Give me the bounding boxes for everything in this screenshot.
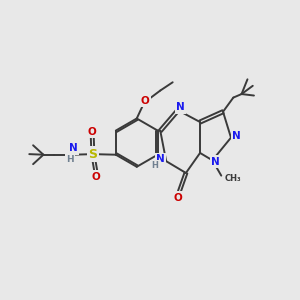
Text: O: O [92, 172, 100, 182]
Text: N: N [69, 143, 78, 153]
Text: S: S [88, 148, 98, 160]
Text: O: O [141, 96, 149, 106]
Text: N: N [176, 102, 185, 112]
Text: O: O [88, 127, 97, 137]
Text: O: O [173, 193, 182, 203]
Text: H: H [151, 161, 158, 170]
Text: CH₃: CH₃ [225, 174, 242, 183]
Text: N: N [211, 157, 220, 167]
Text: N: N [232, 131, 241, 141]
Text: N: N [156, 154, 165, 164]
Text: O: O [141, 96, 149, 106]
Text: H: H [66, 154, 74, 164]
